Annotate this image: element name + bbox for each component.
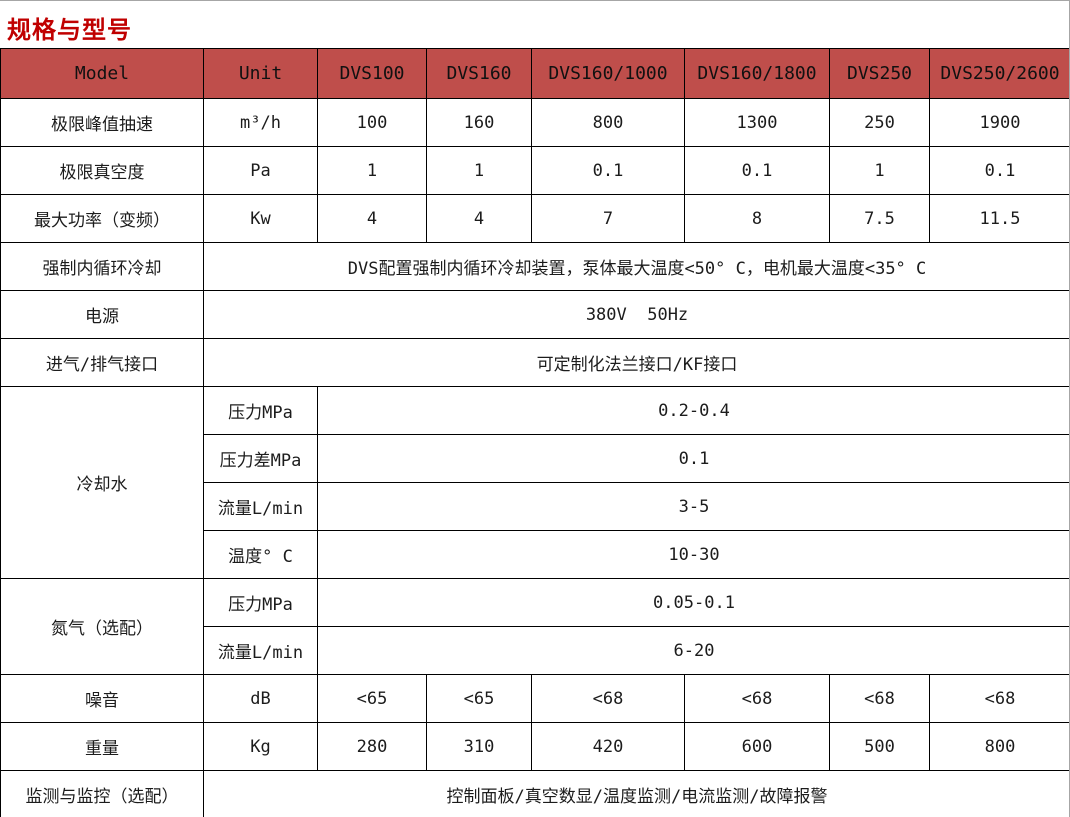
table-header-row: Model Unit DVS100 DVS160 DVS160/1000 DVS…: [0, 48, 1069, 99]
value-cell: <68: [531, 674, 685, 723]
table-row: 强制内循环冷却 DVS配置强制内循环冷却装置，泵体最大温度<50° C，电机最大…: [0, 242, 1069, 291]
param-cell: 压力MPa: [203, 386, 318, 435]
value-cell: 160: [426, 98, 532, 147]
value-cell: 11.5: [929, 194, 1069, 243]
span-value-cell: 控制面板/真空数显/温度监测/电流监测/故障报警: [203, 770, 1069, 817]
span-value-cell: DVS配置强制内循环冷却装置，泵体最大温度<50° C，电机最大温度<35° C: [203, 242, 1069, 291]
table-row: 最大功率（变频） Kw 4 4 7 8 7.5 11.5: [0, 194, 1069, 243]
value-cell: 0.1: [531, 146, 685, 195]
row-label-noise: 噪音: [0, 674, 204, 723]
value-cell: 100: [317, 98, 427, 147]
value-cell: <68: [684, 674, 830, 723]
span-value-cell: 可定制化法兰接口/KF接口: [203, 338, 1069, 387]
value-cell: 7: [531, 194, 685, 243]
page-title: 规格与型号: [7, 15, 132, 44]
value-cell: 1300: [684, 98, 830, 147]
value-cell: 4: [426, 194, 532, 243]
header-dvs250: DVS250: [829, 48, 930, 99]
unit-cell: Kw: [203, 194, 318, 243]
span-value-cell: 0.1: [317, 434, 1069, 483]
row-label-ultimate-vacuum: 极限真空度: [0, 146, 204, 195]
row-label-monitoring: 监测与监控（选配）: [0, 770, 204, 817]
spec-table: Model Unit DVS100 DVS160 DVS160/1000 DVS…: [0, 48, 1069, 817]
row-label-inlet-outlet-ports: 进气/排气接口: [0, 338, 204, 387]
unit-cell: dB: [203, 674, 318, 723]
table-row: 极限真空度 Pa 1 1 0.1 0.1 1 0.1: [0, 146, 1069, 195]
header-model: Model: [0, 48, 204, 99]
span-value-cell: 3-5: [317, 482, 1069, 531]
table-row: 噪音 dB <65 <65 <68 <68 <68 <68: [0, 674, 1069, 723]
row-label-peak-pumping-speed: 极限峰值抽速: [0, 98, 204, 147]
row-label-forced-cooling: 强制内循环冷却: [0, 242, 204, 291]
row-label-power-supply: 电源: [0, 290, 204, 339]
value-cell: 1: [317, 146, 427, 195]
param-cell: 压力差MPa: [203, 434, 318, 483]
table-row: 电源 380V 50Hz: [0, 290, 1069, 339]
param-cell: 压力MPa: [203, 578, 318, 627]
header-dvs100: DVS100: [317, 48, 427, 99]
header-dvs160: DVS160: [426, 48, 532, 99]
header-dvs160-1800: DVS160/1800: [684, 48, 830, 99]
value-cell: 4: [317, 194, 427, 243]
value-cell: <65: [317, 674, 427, 723]
value-cell: <68: [829, 674, 930, 723]
value-cell: 250: [829, 98, 930, 147]
value-cell: 310: [426, 722, 532, 771]
value-cell: 420: [531, 722, 685, 771]
table-row: 氮气（选配） 压力MPa 0.05-0.1: [0, 578, 1069, 675]
table-row: 流量L/min 6-20: [1, 626, 1069, 675]
param-cell: 流量L/min: [203, 626, 318, 675]
value-cell: 7.5: [829, 194, 930, 243]
table-row: 进气/排气接口 可定制化法兰接口/KF接口: [0, 338, 1069, 387]
unit-cell: Kg: [203, 722, 318, 771]
span-value-cell: 0.05-0.1: [317, 578, 1069, 627]
span-value-cell: 6-20: [317, 626, 1069, 675]
param-cell: 温度° C: [203, 530, 318, 579]
table-row: 冷却水 压力MPa 0.2-0.4: [0, 386, 1069, 579]
value-cell: 0.1: [684, 146, 830, 195]
span-value-cell: 10-30: [317, 530, 1069, 579]
header-dvs160-1000: DVS160/1000: [531, 48, 685, 99]
value-cell: 1: [829, 146, 930, 195]
value-cell: 1: [426, 146, 532, 195]
unit-cell: Pa: [203, 146, 318, 195]
table-row: 压力差MPa 0.1: [1, 434, 1069, 483]
value-cell: 800: [531, 98, 685, 147]
row-label-max-power: 最大功率（变频）: [0, 194, 204, 243]
table-row: 监测与监控（选配） 控制面板/真空数显/温度监测/电流监测/故障报警: [0, 770, 1069, 817]
value-cell: <65: [426, 674, 532, 723]
value-cell: 280: [317, 722, 427, 771]
header-unit: Unit: [203, 48, 318, 99]
row-label-cooling-water: 冷却水: [0, 386, 204, 579]
value-cell: 800: [929, 722, 1069, 771]
table-row: 极限峰值抽速 m³/h 100 160 800 1300 250 1900: [0, 98, 1069, 147]
value-cell: 8: [684, 194, 830, 243]
header-dvs250-2600: DVS250/2600: [929, 48, 1069, 99]
value-cell: 1900: [929, 98, 1069, 147]
value-cell: 500: [829, 722, 930, 771]
value-cell: 0.1: [929, 146, 1069, 195]
value-cell: 600: [684, 722, 830, 771]
span-value-cell: 380V 50Hz: [203, 290, 1069, 339]
unit-cell: m³/h: [203, 98, 318, 147]
table-row: 重量 Kg 280 310 420 600 500 800: [0, 722, 1069, 771]
row-label-weight: 重量: [0, 722, 204, 771]
value-cell: <68: [929, 674, 1069, 723]
param-cell: 流量L/min: [203, 482, 318, 531]
span-value-cell: 0.2-0.4: [317, 386, 1069, 435]
row-label-nitrogen: 氮气（选配）: [0, 578, 204, 675]
